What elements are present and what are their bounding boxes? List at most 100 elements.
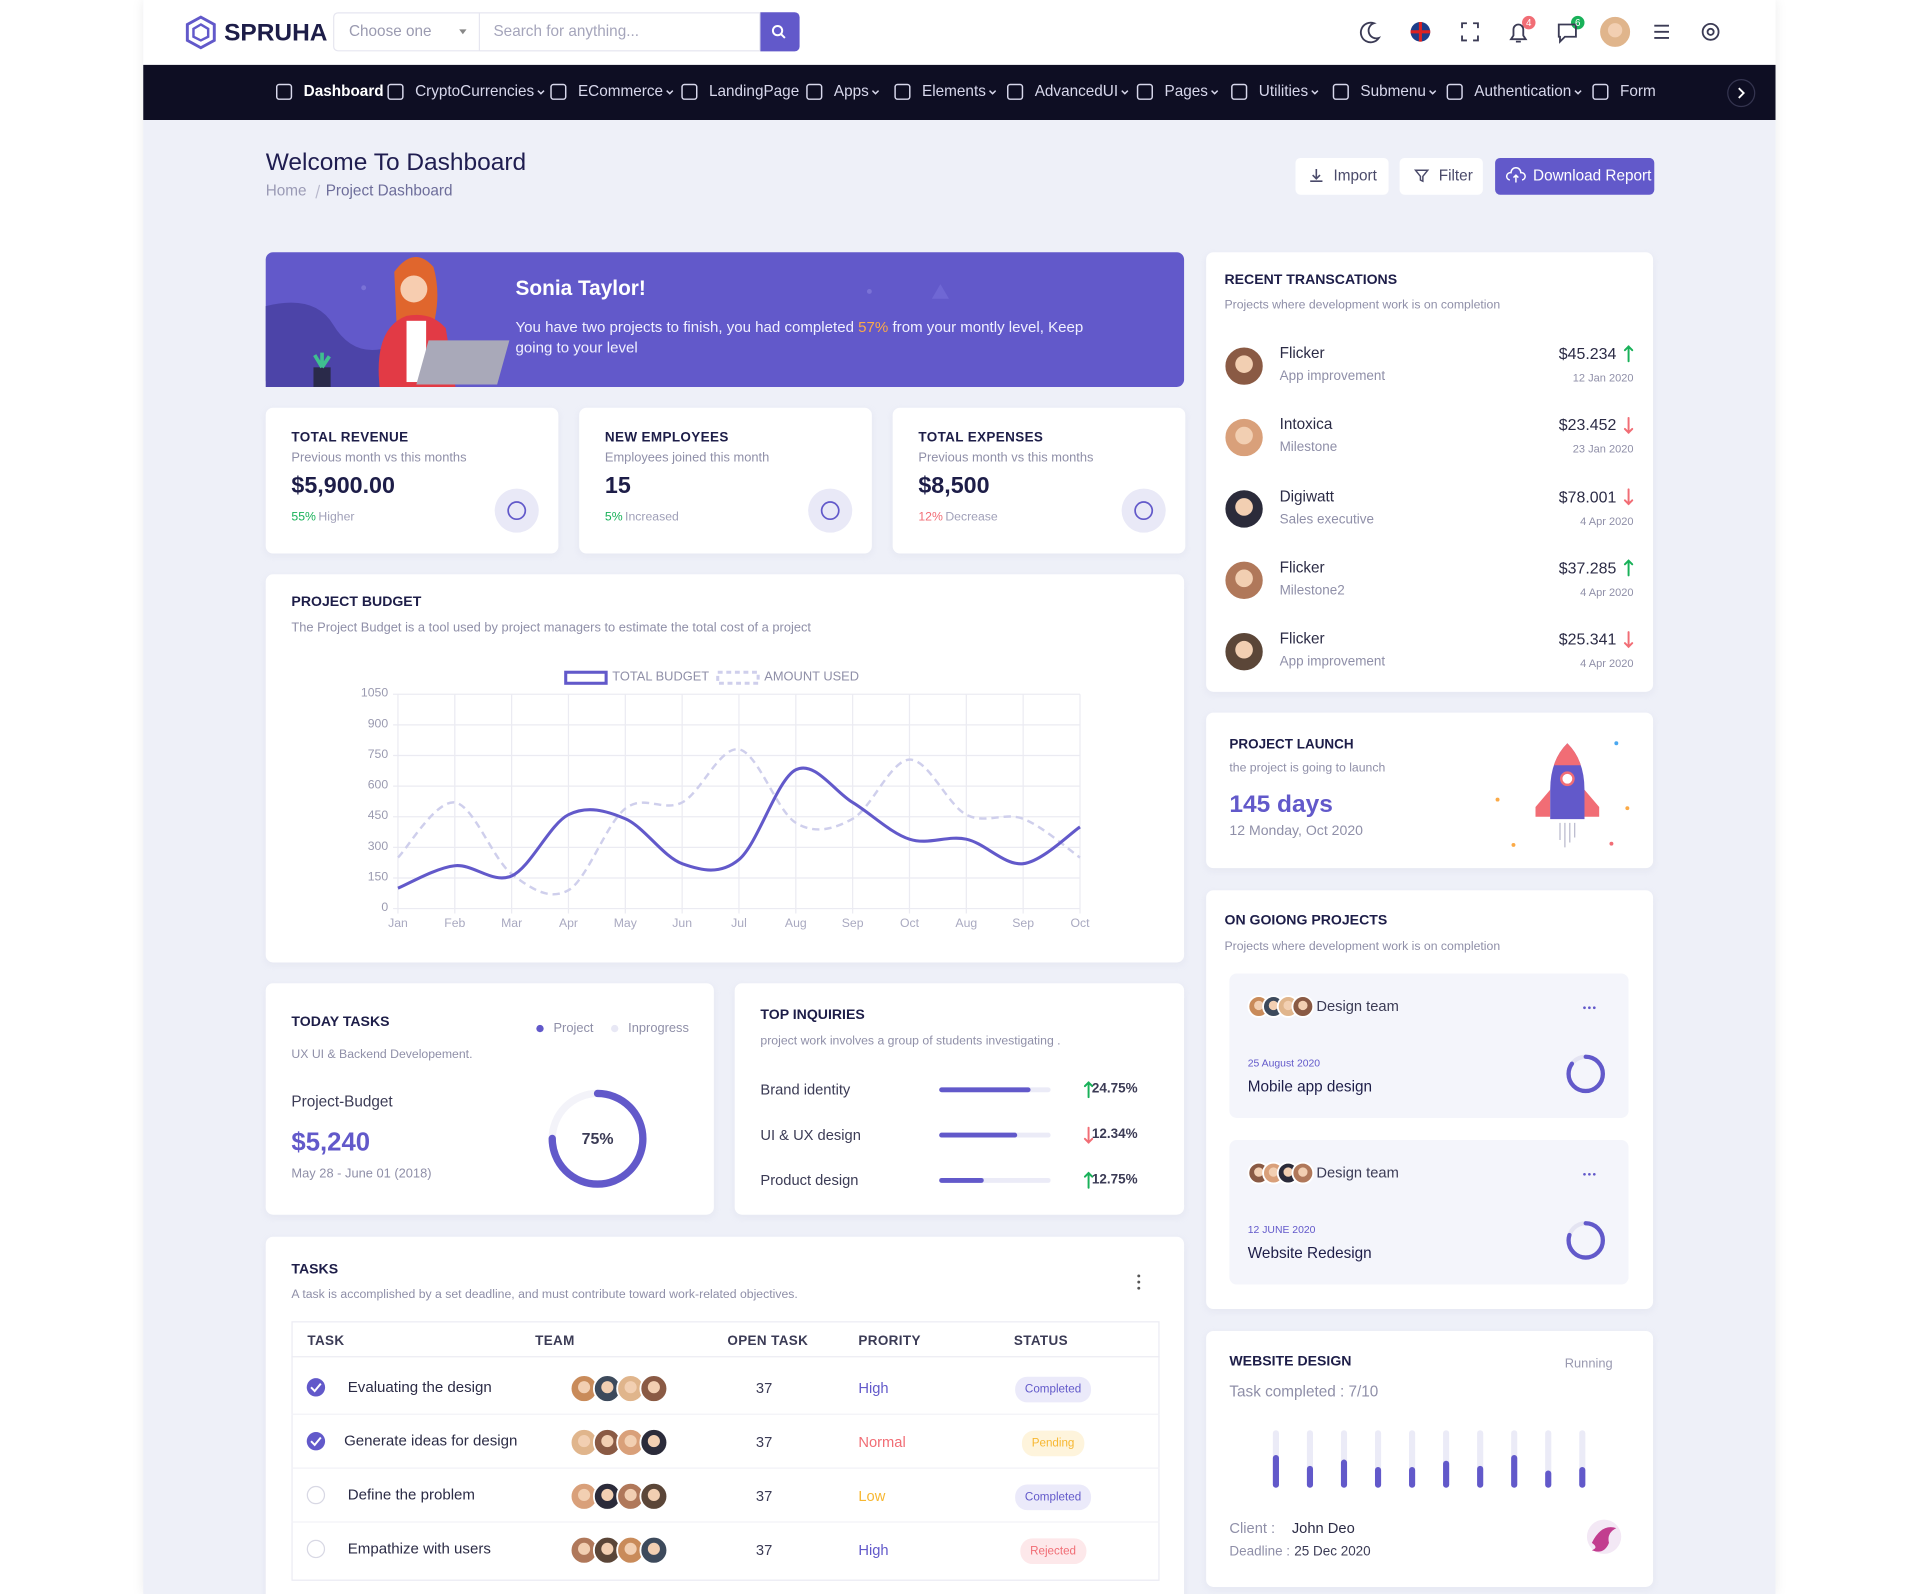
nav-caret <box>1121 90 1129 95</box>
nav-caret <box>1211 90 1219 95</box>
nav-item[interactable]: Authentication <box>1474 82 1572 100</box>
banner-message: You have two projects to finish, you had… <box>516 317 1098 359</box>
card-title: TOP INQUIRIES <box>760 1007 865 1023</box>
legend-swatch <box>564 670 608 685</box>
bar <box>1443 1460 1450 1488</box>
transactions-card <box>1206 252 1654 692</box>
avatar-face <box>1235 569 1253 588</box>
y-tick-label: 750 <box>367 748 389 762</box>
transaction-detail: Milestone <box>1279 440 1338 456</box>
bar <box>1340 1459 1348 1488</box>
x-tick-label: Aug <box>955 917 978 931</box>
arrow-head <box>1083 1081 1094 1088</box>
nav-icon <box>1332 83 1349 100</box>
nav-item[interactable]: ECommerce <box>577 82 664 100</box>
notification-badge <box>1522 15 1536 30</box>
avatar-face <box>578 1488 591 1502</box>
avatar-face <box>1254 1000 1264 1011</box>
y-tick-label: 450 <box>367 809 389 823</box>
nav-next-arrow <box>1738 87 1745 99</box>
nav-icon <box>681 83 698 100</box>
search-button[interactable] <box>760 12 800 52</box>
nav-item[interactable]: Elements <box>922 82 986 100</box>
filter-button[interactable] <box>1399 157 1483 195</box>
nav-item[interactable]: Pages <box>1164 82 1208 100</box>
project-team: Design team <box>1316 997 1399 1015</box>
nav-item[interactable]: AdvancedUI <box>1034 82 1119 100</box>
arrow-head <box>1623 345 1634 352</box>
tasks-table <box>291 1321 1160 1581</box>
avatar-face <box>1298 1000 1308 1011</box>
avatar-face <box>1235 640 1253 659</box>
task-name: Empathize with users <box>347 1539 491 1558</box>
menu-icon <box>1654 24 1669 39</box>
banner-blob <box>265 302 383 387</box>
plant-pot <box>313 367 331 387</box>
breadcrumb-item: Project Dashboard <box>325 181 453 199</box>
ring-progress <box>1566 1054 1606 1094</box>
project-budget-card <box>265 574 1185 963</box>
nav-icon <box>1136 83 1153 100</box>
project-menu-dot <box>1583 1006 1586 1010</box>
x-tick-label: Oct <box>1070 917 1090 931</box>
button-label[interactable]: Download Report <box>1533 167 1652 185</box>
select-text[interactable]: Choose one <box>348 22 432 40</box>
nav-item[interactable]: LandingPage <box>708 82 800 100</box>
transaction-name: Digiwatt <box>1279 487 1335 505</box>
project-menu-dot <box>1592 1006 1596 1010</box>
inquiry-change: 12.34% <box>1091 1127 1138 1142</box>
button-label[interactable]: Import <box>1333 167 1377 185</box>
download-button[interactable] <box>1495 157 1655 195</box>
import-button[interactable] <box>1295 157 1389 195</box>
bar <box>1409 1467 1416 1488</box>
budget-label: Project-Budget <box>291 1092 393 1111</box>
button-label[interactable]: Filter <box>1438 167 1473 185</box>
status-badge: Completed <box>1015 1376 1091 1403</box>
transaction-amount: $45.234 <box>1558 344 1617 363</box>
project-menu-dot <box>1588 1006 1591 1010</box>
task-name: Generate ideas for design <box>344 1432 518 1450</box>
open-tasks: 37 <box>755 1433 773 1451</box>
nav-item[interactable]: Form <box>1620 82 1656 100</box>
card-subtitle: The Project Budget is a tool used by pro… <box>291 620 811 636</box>
nav-item[interactable]: Utilities <box>1258 82 1309 100</box>
stat-value: 15 <box>604 473 631 500</box>
project-menu-dot <box>1588 1172 1591 1176</box>
y-tick-label: 600 <box>367 778 389 793</box>
checkbox-tick <box>310 1436 322 1447</box>
x-tick-label: Aug <box>784 917 807 931</box>
rocket-spark <box>1511 842 1516 847</box>
project-date: 25 August 2020 <box>1247 1056 1321 1069</box>
notification-badge-count: 4 <box>1526 16 1532 28</box>
card-title: ON GOIONG PROJECTS <box>1224 913 1388 929</box>
avatar-face <box>601 1488 614 1502</box>
nav-item[interactable]: CryptoCurrencies <box>415 82 535 100</box>
nav-bar <box>143 64 1776 121</box>
nav-item[interactable]: Apps <box>833 82 869 100</box>
avatar-face <box>1235 426 1253 445</box>
y-tick-label: 150 <box>367 870 389 885</box>
tasks-card <box>265 1236 1185 1594</box>
nav-item[interactable]: Submenu <box>1360 82 1426 100</box>
transaction-date: 4 Apr 2020 <box>1580 514 1634 527</box>
status-badge: Pending <box>1021 1430 1085 1457</box>
card-title: TASKS <box>291 1262 339 1278</box>
launch-days: 145 days <box>1229 791 1333 818</box>
task-name: Evaluating the design <box>347 1378 492 1396</box>
nav-icon <box>894 83 911 100</box>
arrow-head <box>1623 427 1634 434</box>
client-name: John Deo <box>1291 1519 1355 1537</box>
avatar-face <box>647 1381 660 1394</box>
checkbox <box>306 1485 326 1505</box>
rocket-spark <box>1495 797 1500 802</box>
search-input[interactable] <box>480 12 761 52</box>
nav-item[interactable]: Dashboard <box>303 82 384 100</box>
bar <box>1374 1467 1382 1488</box>
stat-icon-bg <box>1121 488 1166 533</box>
settings-icon <box>1706 27 1715 36</box>
search-placeholder[interactable]: Search for anything... <box>493 22 639 40</box>
select-box[interactable] <box>333 12 481 52</box>
breadcrumb-item[interactable]: Home <box>265 181 307 199</box>
